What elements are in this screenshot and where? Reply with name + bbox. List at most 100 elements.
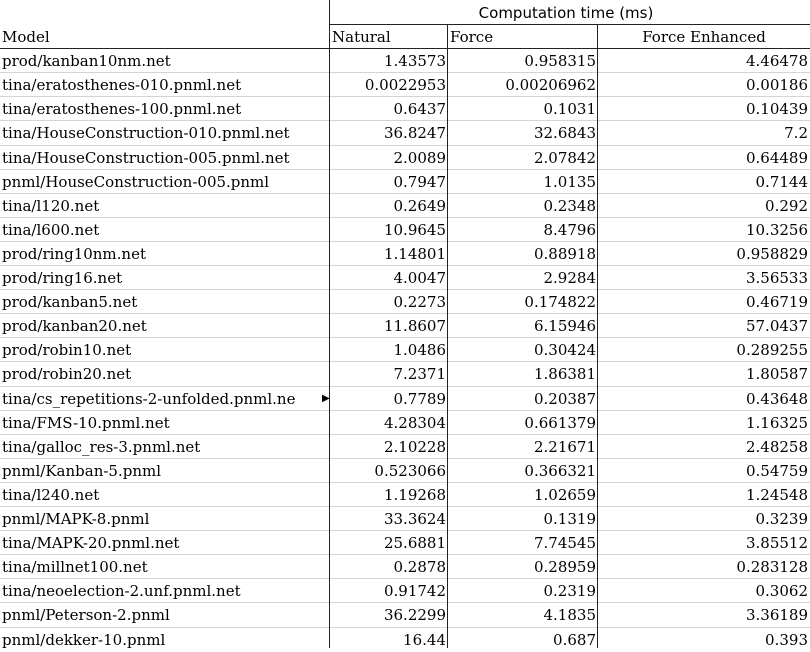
value-cell: 0.1031 [543, 100, 597, 118]
value-cell: 0.54759 [745, 462, 808, 480]
model-cell: tina/l120.net [2, 197, 100, 215]
column-header: Force [450, 28, 494, 46]
value-cell: 57.0437 [745, 317, 808, 335]
value-cell: 4.28304 [383, 414, 446, 432]
model-cell: prod/ring16.net [2, 269, 123, 287]
model-cell: tina/cs_repetitions-2-unfolded.pnml.ne [2, 390, 296, 408]
value-cell: 0.289255 [736, 341, 808, 359]
value-cell: 0.292 [765, 197, 808, 215]
value-cell: 0.00186 [745, 76, 808, 94]
gridline-vertical [329, 0, 330, 648]
gridline-horizontal [0, 361, 810, 362]
value-cell: 36.8247 [383, 124, 446, 142]
value-cell: 2.21671 [533, 438, 596, 456]
value-cell: 0.2273 [393, 293, 447, 311]
value-cell: 0.3062 [755, 582, 809, 600]
value-cell: 0.7144 [755, 173, 809, 191]
value-cell: 16.44 [403, 631, 446, 649]
model-cell: tina/millnet100.net [2, 558, 148, 576]
model-cell: prod/kanban5.net [2, 293, 138, 311]
value-cell: 1.14801 [383, 245, 446, 263]
value-cell: 4.1835 [543, 606, 597, 624]
value-cell: 0.366321 [524, 462, 596, 480]
gridline-horizontal [0, 434, 810, 435]
gridline-horizontal [0, 602, 810, 603]
value-cell: 0.28959 [533, 558, 596, 576]
value-cell: 0.687 [553, 631, 596, 649]
gridline-horizontal [0, 506, 810, 507]
gridline-horizontal [0, 145, 810, 146]
gridline-horizontal [0, 169, 810, 170]
gridline-horizontal [0, 386, 810, 387]
value-cell: 10.3256 [745, 221, 808, 239]
model-cell: prod/robin20.net [2, 365, 132, 383]
value-cell: 0.3239 [755, 510, 809, 528]
column-header: Force Enhanced [642, 28, 766, 46]
column-header: Model [2, 28, 50, 46]
gridline-horizontal [0, 241, 810, 242]
value-cell: 0.174822 [524, 293, 596, 311]
overflow-arrow-icon: ▶ [322, 393, 330, 404]
value-cell: 0.523066 [374, 462, 446, 480]
model-cell: tina/HouseConstruction-010.pnml.net [2, 124, 290, 142]
gridline-horizontal [0, 458, 810, 459]
value-cell: 1.02659 [533, 486, 596, 504]
model-cell: tina/HouseConstruction-005.pnml.net [2, 149, 290, 167]
gridline-horizontal [0, 193, 810, 194]
value-cell: 1.0486 [393, 341, 447, 359]
gridline-horizontal [0, 410, 810, 411]
value-cell: 0.2878 [393, 558, 447, 576]
value-cell: 0.64489 [745, 149, 808, 167]
gridline-horizontal [0, 72, 810, 73]
value-cell: 0.283128 [736, 558, 808, 576]
value-cell: 0.958315 [524, 52, 596, 70]
gridline-horizontal [0, 120, 810, 121]
model-cell: pnml/MAPK-8.pnml [2, 510, 150, 528]
value-cell: 33.3624 [383, 510, 446, 528]
value-cell: 0.30424 [533, 341, 596, 359]
value-cell: 3.85512 [745, 534, 808, 552]
value-cell: 6.15946 [533, 317, 596, 335]
value-cell: 2.07842 [533, 149, 596, 167]
value-cell: 0.46719 [745, 293, 808, 311]
value-cell: 7.2 [784, 124, 808, 142]
model-cell: pnml/Kanban-5.pnml [2, 462, 162, 480]
value-cell: 0.00206962 [505, 76, 596, 94]
value-cell: 2.9284 [543, 269, 597, 287]
model-cell: prod/robin10.net [2, 341, 132, 359]
value-cell: 0.43648 [745, 390, 808, 408]
model-cell: pnml/Peterson-2.pnml [2, 606, 170, 624]
value-cell: 7.2371 [393, 365, 447, 383]
gridline-horizontal [0, 48, 810, 49]
value-cell: 11.8607 [383, 317, 446, 335]
value-cell: 7.74545 [533, 534, 596, 552]
model-cell: tina/neoelection-2.unf.pnml.net [2, 582, 241, 600]
gridline-horizontal [0, 482, 810, 483]
value-cell: 1.19268 [383, 486, 446, 504]
value-cell: 3.36189 [745, 606, 808, 624]
gridline-horizontal [0, 217, 810, 218]
value-cell: 2.0089 [393, 149, 447, 167]
model-cell: tina/galloc_res-3.pnml.net [2, 438, 201, 456]
value-cell: 0.6437 [393, 100, 447, 118]
value-cell: 25.6881 [383, 534, 446, 552]
value-cell: 0.2649 [393, 197, 447, 215]
model-cell: prod/ring10nm.net [2, 245, 146, 263]
value-cell: 0.91742 [383, 582, 446, 600]
gridline-horizontal [0, 530, 810, 531]
value-cell: 1.0135 [543, 173, 597, 191]
gridline-horizontal [0, 578, 810, 579]
model-cell: tina/MAPK-20.pnml.net [2, 534, 180, 552]
value-cell: 32.6843 [533, 124, 596, 142]
value-cell: 0.2319 [543, 582, 597, 600]
gridline-horizontal [0, 313, 810, 314]
value-cell: 0.10439 [745, 100, 808, 118]
value-cell: 0.661379 [524, 414, 596, 432]
value-cell: 36.2299 [383, 606, 446, 624]
gridline-vertical [447, 24, 448, 648]
model-cell: pnml/HouseConstruction-005.pnml [2, 173, 270, 191]
value-cell: 1.24548 [745, 486, 808, 504]
gridline-horizontal [0, 96, 810, 97]
value-cell: 1.86381 [533, 365, 596, 383]
model-cell: tina/FMS-10.pnml.net [2, 414, 170, 432]
